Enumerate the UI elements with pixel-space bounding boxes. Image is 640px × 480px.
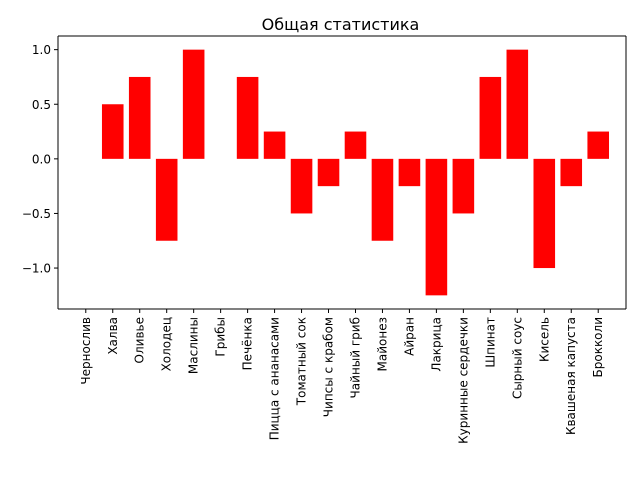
- bar-15: [479, 76, 502, 159]
- x-tick-label: Майонез: [375, 317, 389, 371]
- y-tick-label: −1.0: [22, 262, 51, 276]
- bar-13: [425, 158, 448, 296]
- x-tick-label: Холодец: [160, 317, 174, 371]
- bar-1: [101, 104, 124, 159]
- x-tick-label: Пицца с ананасами: [268, 317, 282, 440]
- bar-17: [533, 158, 556, 269]
- y-tick-label: 0.5: [32, 98, 51, 112]
- x-tick-label: Шпинат: [483, 317, 497, 368]
- bars-layer: [101, 49, 610, 296]
- x-tick-label: Кисель: [537, 317, 551, 362]
- bar-3: [155, 158, 178, 241]
- bar-16: [506, 49, 529, 159]
- y-axis-ticks: −1.0 −0.5 0.0 0.5 1.0: [22, 43, 58, 276]
- x-tick-label: Томатный сок: [295, 317, 309, 406]
- x-tick-label: Квашеная капуста: [564, 317, 578, 435]
- bar-6: [236, 76, 259, 159]
- x-tick-label: Айран: [402, 317, 416, 356]
- y-tick-label: −0.5: [22, 207, 51, 221]
- bar-10: [344, 131, 367, 159]
- x-tick-label: Чайный гриб: [348, 317, 362, 398]
- x-tick-label: Чернослив: [79, 317, 93, 385]
- x-tick-label: Печёнка: [241, 317, 255, 370]
- x-tick-label: Грибы: [214, 317, 228, 357]
- bar-18: [560, 158, 583, 187]
- bar-2: [128, 76, 151, 159]
- x-tick-label: Лакрица: [429, 317, 443, 372]
- x-axis-ticks: Чернослив Халва Оливье Холодец Маслины Грибы П…: [79, 309, 605, 444]
- x-tick-label: Сырный соус: [510, 317, 524, 399]
- bar-19: [587, 131, 610, 159]
- y-tick-label: 1.0: [32, 43, 51, 57]
- bar-14: [452, 158, 475, 214]
- y-tick-label: 0.0: [32, 152, 51, 166]
- x-tick-label: Маслины: [187, 317, 201, 374]
- x-tick-label: Куринные сердечки: [456, 317, 470, 444]
- bar-8: [290, 158, 313, 214]
- axes-layer: [57, 35, 627, 310]
- x-tick-label: Оливье: [133, 317, 147, 363]
- x-tick-label: Брокколи: [591, 317, 605, 378]
- bar-12: [398, 158, 421, 187]
- bar-11: [371, 158, 394, 241]
- bar-7: [263, 131, 286, 159]
- bar-9: [317, 158, 340, 187]
- chart-title: Общая статистика: [262, 15, 420, 34]
- x-tick-label: Халва: [106, 317, 120, 355]
- bar-4: [182, 49, 205, 159]
- x-tick-label: Чипсы с крабом: [322, 317, 336, 417]
